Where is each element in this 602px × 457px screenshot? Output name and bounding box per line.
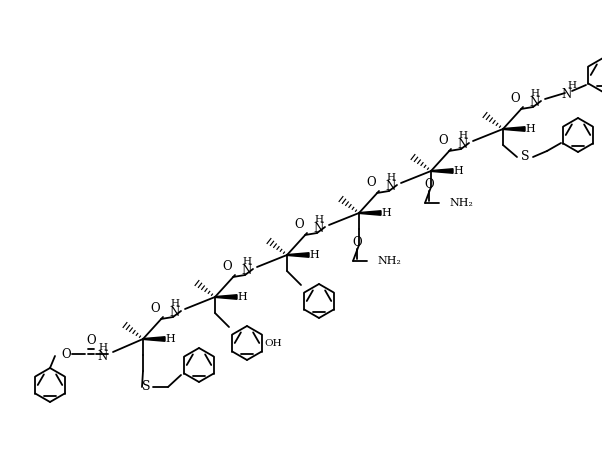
- Text: H: H: [453, 166, 463, 176]
- Text: H: H: [99, 344, 108, 352]
- Polygon shape: [215, 295, 237, 299]
- Text: O: O: [61, 347, 71, 361]
- Text: H: H: [459, 132, 468, 140]
- Polygon shape: [143, 337, 165, 341]
- Text: H: H: [381, 208, 391, 218]
- Text: N: N: [242, 265, 252, 277]
- Text: S: S: [521, 150, 529, 164]
- Text: H: H: [170, 299, 179, 308]
- Text: H: H: [243, 257, 252, 266]
- Text: H: H: [309, 250, 319, 260]
- Text: H: H: [386, 174, 396, 182]
- Text: N: N: [98, 350, 108, 362]
- Text: O: O: [366, 176, 376, 190]
- Text: O: O: [352, 237, 362, 250]
- Text: N: N: [530, 96, 540, 110]
- Text: O: O: [86, 335, 96, 347]
- Text: NH₂: NH₂: [377, 256, 401, 266]
- Text: H: H: [568, 81, 577, 90]
- Text: N: N: [458, 138, 468, 152]
- Text: H: H: [525, 124, 535, 134]
- Text: O: O: [222, 260, 232, 273]
- Text: H: H: [237, 292, 247, 302]
- Text: O: O: [510, 92, 520, 106]
- Polygon shape: [431, 169, 453, 173]
- Text: N: N: [170, 307, 180, 319]
- Polygon shape: [287, 253, 309, 257]
- Text: S: S: [141, 381, 150, 393]
- Polygon shape: [503, 127, 525, 131]
- Text: N: N: [314, 223, 324, 235]
- Text: O: O: [150, 303, 160, 315]
- Text: NH₂: NH₂: [449, 198, 473, 208]
- Text: O: O: [294, 218, 304, 232]
- Text: N: N: [386, 181, 396, 193]
- Text: N: N: [562, 89, 572, 101]
- Text: H: H: [530, 90, 539, 99]
- Text: OH: OH: [264, 339, 282, 347]
- Polygon shape: [359, 211, 381, 215]
- Text: H: H: [165, 334, 175, 344]
- Text: H: H: [314, 216, 323, 224]
- Text: O: O: [438, 134, 448, 148]
- Text: O: O: [424, 179, 434, 191]
